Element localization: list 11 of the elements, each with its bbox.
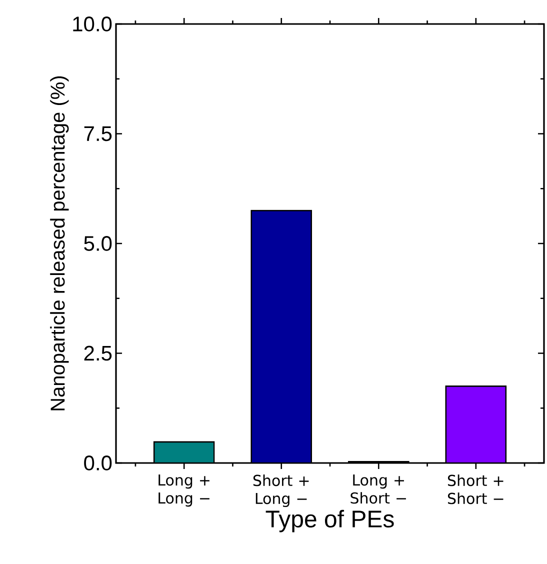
x-tick-label: Long + Short −: [350, 474, 406, 504]
y-tick-label: 2.5: [84, 346, 112, 361]
x-tick-label: Long + Long −: [158, 474, 210, 507]
y-tick-label: 0.0: [84, 456, 112, 470]
y-tick-label: 7.5: [84, 126, 112, 142]
x-tick-label: Short + Long −: [253, 474, 309, 508]
x-axis-title: Type of PEs: [266, 510, 394, 532]
y-tick-label: 10.0: [73, 16, 112, 32]
y-tick-label: 5.0: [84, 236, 112, 251]
x-tick-label: Short + Short −: [448, 474, 504, 504]
y-axis-title: Nanoparticle released percentage (%): [50, 76, 69, 410]
